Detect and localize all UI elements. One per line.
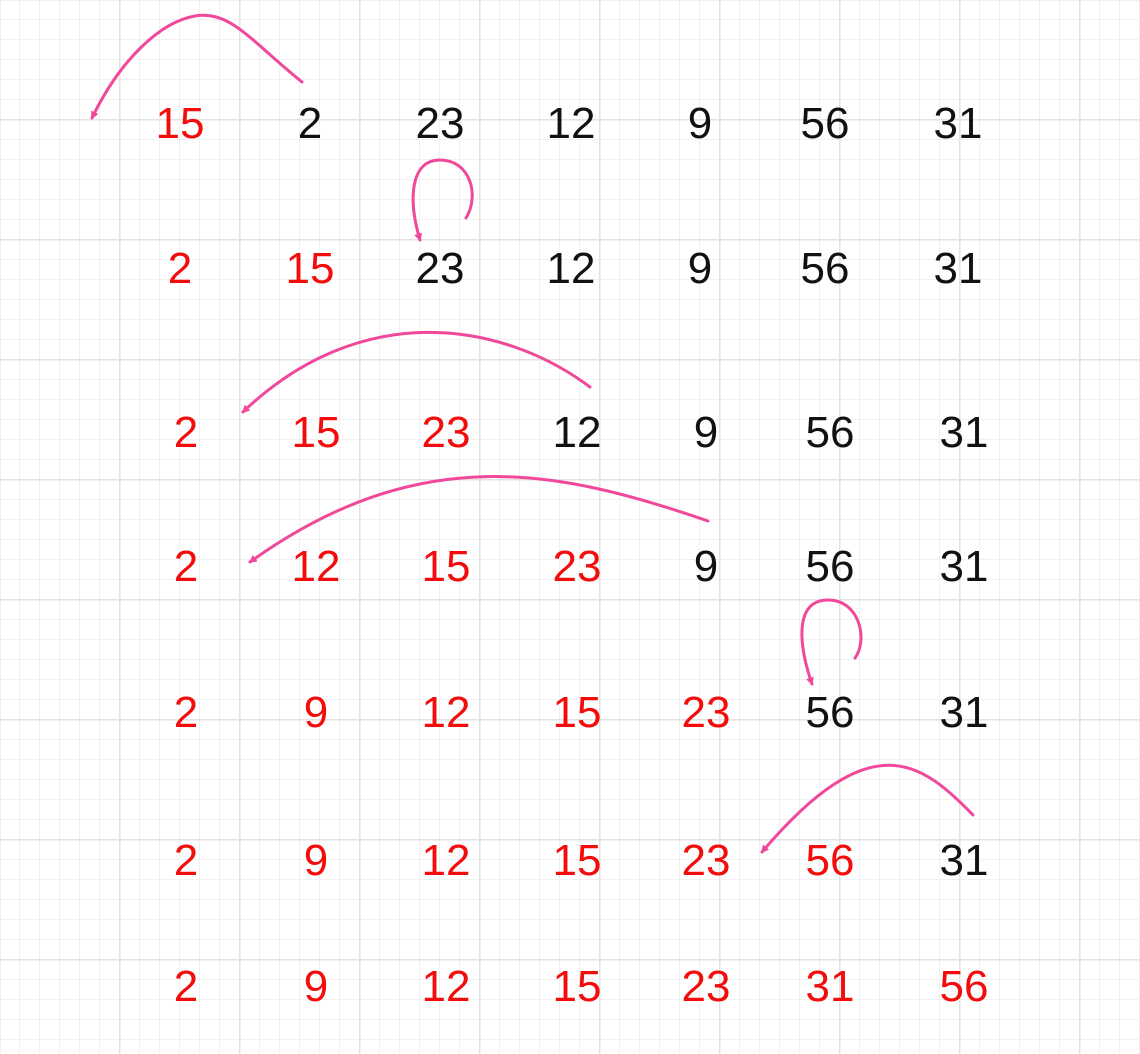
cell-r5-c4: 15: [552, 688, 602, 737]
cell-r7-c3: 12: [421, 962, 471, 1011]
cell-r4-c4: 23: [552, 542, 602, 591]
cell-r2-c6: 56: [800, 244, 850, 293]
cell-r1-c7: 31: [933, 99, 983, 148]
cell-r6-c4: 15: [552, 836, 602, 885]
cell-r3-c3: 23: [421, 408, 471, 457]
cell-r1-c2: 2: [297, 99, 323, 148]
cell-r7-c1: 2: [173, 962, 199, 1011]
cell-r1-c1: 15: [155, 99, 205, 148]
cell-r6-c3: 12: [421, 836, 471, 885]
cell-r7-c2: 9: [303, 962, 329, 1011]
cell-r2-c5: 9: [687, 244, 713, 293]
cell-r2-c2: 15: [285, 244, 335, 293]
cell-r4-c2: 12: [291, 542, 341, 591]
cell-r4-c3: 15: [421, 542, 471, 591]
cell-r5-c5: 23: [681, 688, 731, 737]
move-arrow-3: [241, 330, 592, 414]
cell-r3-c4: 12: [552, 408, 602, 457]
cell-r7-c4: 15: [552, 962, 602, 1011]
cell-r1-c3: 23: [415, 99, 465, 148]
cell-r1-c6: 56: [800, 99, 850, 148]
cell-r3-c6: 56: [805, 408, 855, 457]
cell-r5-c7: 31: [939, 688, 989, 737]
cell-r1-c5: 9: [687, 99, 713, 148]
cell-r2-c1: 2: [167, 244, 193, 293]
cell-r7-c5: 23: [681, 962, 731, 1011]
cell-r6-c2: 9: [303, 836, 329, 885]
loop-arrow-5: [800, 598, 863, 686]
cell-r3-c2: 15: [291, 408, 341, 457]
cell-r4-c7: 31: [939, 542, 989, 591]
cell-r3-c1: 2: [173, 408, 199, 457]
cell-r6-c1: 2: [173, 836, 199, 885]
cell-r3-c7: 31: [939, 408, 989, 457]
cell-r6-c7: 31: [939, 836, 989, 885]
cell-r7-c7: 56: [939, 962, 989, 1011]
cell-r4-c1: 2: [173, 542, 199, 591]
cell-r4-c5: 9: [693, 542, 719, 591]
loop-arrow-2: [411, 158, 474, 242]
cell-r3-c5: 9: [693, 408, 719, 457]
cell-r2-c3: 23: [415, 244, 465, 293]
cell-r5-c6: 56: [805, 688, 855, 737]
cell-r5-c2: 9: [303, 688, 329, 737]
cell-r4-c6: 56: [805, 542, 855, 591]
cell-r1-c4: 12: [546, 99, 596, 148]
cell-r6-c5: 23: [681, 836, 731, 885]
cell-r2-c4: 12: [546, 244, 596, 293]
cell-r5-c3: 12: [421, 688, 471, 737]
cell-r6-c6: 56: [805, 836, 855, 885]
cell-r7-c6: 31: [805, 962, 855, 1011]
cell-r2-c7: 31: [933, 244, 983, 293]
cell-r5-c1: 2: [173, 688, 199, 737]
